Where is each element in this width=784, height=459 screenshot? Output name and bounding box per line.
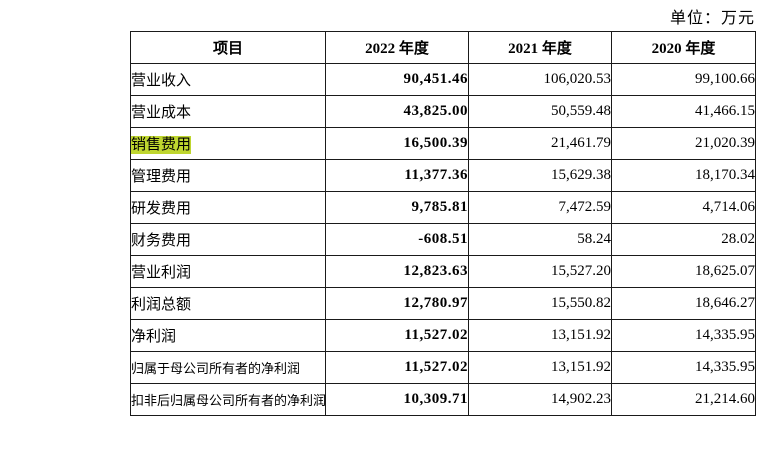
col-header-2022: 2022 年度 bbox=[325, 31, 469, 64]
value-2022: 43,825.00 bbox=[325, 95, 469, 128]
unit-label: 单位：万元 bbox=[669, 10, 755, 27]
value-2022: 9,785.81 bbox=[325, 191, 469, 224]
item-cell: 研发费用 bbox=[130, 191, 326, 224]
value-2020: 14,335.95 bbox=[611, 319, 756, 352]
item-label: 归属于母公司所有者的净利润 bbox=[131, 361, 301, 376]
table-row: 销售费用 16,500.39 21,461.79 21,020.39 bbox=[130, 127, 756, 160]
value-2022: 10,309.71 bbox=[325, 383, 469, 416]
value-2020: 21,214.60 bbox=[611, 383, 756, 416]
item-cell: 净利润 bbox=[130, 319, 326, 352]
value-2022: 11,527.02 bbox=[325, 351, 469, 384]
table-row: 营业收入 90,451.46 106,020.53 99,100.66 bbox=[130, 63, 756, 96]
col-header-2021: 2021 年度 bbox=[468, 31, 612, 64]
item-label: 财务费用 bbox=[131, 233, 192, 249]
value-2021: 15,527.20 bbox=[468, 255, 612, 288]
item-label: 研发费用 bbox=[131, 201, 192, 217]
value-2020: 18,170.34 bbox=[611, 159, 756, 192]
item-cell: 归属于母公司所有者的净利润 bbox=[130, 351, 326, 384]
value-2021: 21,461.79 bbox=[468, 127, 612, 160]
value-2022: 16,500.39 bbox=[325, 127, 469, 160]
value-2021: 50,559.48 bbox=[468, 95, 612, 128]
item-label: 管理费用 bbox=[131, 169, 192, 185]
table-row: 营业成本 43,825.00 50,559.48 41,466.15 bbox=[130, 95, 756, 128]
value-2021: 58.24 bbox=[468, 223, 612, 256]
table-row: 财务费用 -608.51 58.24 28.02 bbox=[130, 223, 756, 256]
table-header-row: 项目 2022 年度 2021 年度 2020 年度 bbox=[130, 31, 756, 64]
value-2020: 21,020.39 bbox=[611, 127, 756, 160]
value-2020: 41,466.15 bbox=[611, 95, 756, 128]
item-label: 营业利润 bbox=[131, 265, 192, 281]
item-cell: 营业利润 bbox=[130, 255, 326, 288]
value-2021: 15,550.82 bbox=[468, 287, 612, 320]
value-2021: 14,902.23 bbox=[468, 383, 612, 416]
income-statement-table: 项目 2022 年度 2021 年度 2020 年度 营业收入 90,451.46… bbox=[130, 31, 756, 416]
table-row: 净利润 11,527.02 13,151.92 14,335.95 bbox=[130, 319, 756, 352]
item-cell: 销售费用 bbox=[130, 127, 326, 160]
col-header-item: 项目 bbox=[130, 31, 326, 64]
value-2021: 7,472.59 bbox=[468, 191, 612, 224]
value-2020: 28.02 bbox=[611, 223, 756, 256]
item-cell: 营业成本 bbox=[130, 95, 326, 128]
value-2020: 4,714.06 bbox=[611, 191, 756, 224]
item-cell: 扣非后归属母公司所有者的净利润 bbox=[130, 383, 326, 416]
item-label: 利润总额 bbox=[131, 297, 192, 313]
item-cell: 管理费用 bbox=[130, 159, 326, 192]
value-2022: 11,377.36 bbox=[325, 159, 469, 192]
item-label: 营业成本 bbox=[131, 105, 192, 121]
item-label: 营业收入 bbox=[131, 73, 192, 89]
value-2022: 12,823.63 bbox=[325, 255, 469, 288]
value-2020: 14,335.95 bbox=[611, 351, 756, 384]
item-cell: 利润总额 bbox=[130, 287, 326, 320]
value-2022: 11,527.02 bbox=[325, 319, 469, 352]
item-cell: 财务费用 bbox=[130, 223, 326, 256]
table-row: 扣非后归属母公司所有者的净利润 10,309.71 14,902.23 21,214.… bbox=[130, 383, 756, 416]
value-2022: 90,451.46 bbox=[325, 63, 469, 96]
value-2020: 18,625.07 bbox=[611, 255, 756, 288]
table-row: 管理费用 11,377.36 15,629.38 18,170.34 bbox=[130, 159, 756, 192]
item-cell: 营业收入 bbox=[130, 63, 326, 96]
value-2021: 15,629.38 bbox=[468, 159, 612, 192]
value-2021: 13,151.92 bbox=[468, 319, 612, 352]
table-row: 归属于母公司所有者的净利润 11,527.02 13,151.92 14,335.95 bbox=[130, 351, 756, 384]
table-body: 营业收入 90,451.46 106,020.53 99,100.66 营业成本 43,8… bbox=[130, 63, 756, 416]
table-row: 研发费用 9,785.81 7,472.59 4,714.06 bbox=[130, 191, 756, 224]
value-2020: 99,100.66 bbox=[611, 63, 756, 96]
col-header-2020: 2020 年度 bbox=[611, 31, 756, 64]
value-2021: 13,151.92 bbox=[468, 351, 612, 384]
table-row: 营业利润 12,823.63 15,527.20 18,625.07 bbox=[130, 255, 756, 288]
table-row: 利润总额 12,780.97 15,550.82 18,646.27 bbox=[130, 287, 756, 320]
value-2021: 106,020.53 bbox=[468, 63, 612, 96]
item-label: 净利润 bbox=[131, 329, 177, 345]
value-2022: 12,780.97 bbox=[325, 287, 469, 320]
item-label: 扣非后归属母公司所有者的净利润 bbox=[131, 393, 326, 408]
value-2020: 18,646.27 bbox=[611, 287, 756, 320]
value-2022: -608.51 bbox=[325, 223, 469, 256]
item-label-highlighted: 销售费用 bbox=[131, 136, 192, 154]
